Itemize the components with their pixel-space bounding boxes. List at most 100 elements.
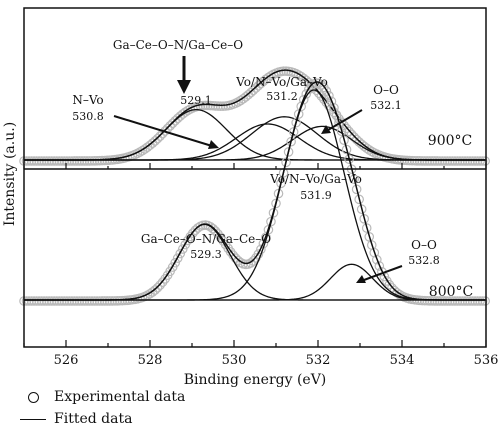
experimental-point xyxy=(26,156,37,166)
experimental-point xyxy=(56,296,67,306)
experimental-point xyxy=(99,296,110,306)
legend-line-icon xyxy=(20,418,46,420)
experimental-point xyxy=(470,156,480,166)
experimental-point xyxy=(69,296,80,306)
experimental-point xyxy=(460,296,470,306)
experimental-point xyxy=(84,156,95,166)
experimental-point xyxy=(457,156,468,166)
experimental-point xyxy=(172,253,183,263)
arrowhead-900-oo xyxy=(321,125,331,134)
experimental-point xyxy=(165,121,175,131)
experimental-point xyxy=(455,156,465,166)
experimental-point xyxy=(432,156,443,166)
experimental-point xyxy=(69,156,80,166)
experimental-point xyxy=(82,296,92,306)
experimental-point xyxy=(361,223,372,233)
experimental-point xyxy=(87,296,97,306)
annotation-900-nvo-label: N–Vo xyxy=(72,93,103,107)
experimental-point xyxy=(137,145,148,156)
arrow-900-oo xyxy=(327,109,363,131)
experimental-point xyxy=(349,174,359,185)
annotation-900-vo-label: Vo/N–Vo/Ga–Vo xyxy=(235,75,328,89)
experimental-point xyxy=(271,198,281,209)
annotation-800-oo-label: O–O xyxy=(411,238,437,252)
experimental-point xyxy=(462,296,473,306)
experimental-point xyxy=(39,156,49,166)
legend-item-fitted: Fitted data xyxy=(20,408,185,430)
experimental-point xyxy=(266,216,276,227)
experimental-point xyxy=(150,285,160,295)
experimental-point xyxy=(429,296,440,306)
experimental-point xyxy=(67,296,77,306)
experimental-point xyxy=(341,144,352,155)
experimental-point xyxy=(460,156,470,166)
experimental-point xyxy=(79,296,90,306)
experimental-point xyxy=(94,296,105,306)
experimental-point xyxy=(24,156,34,166)
x-tick-label: 532 xyxy=(306,353,331,368)
experimental-point xyxy=(44,156,54,166)
experimental-point xyxy=(359,214,369,224)
fit-peak-530.8 xyxy=(24,123,486,161)
experimental-point xyxy=(34,156,44,166)
experimental-point xyxy=(477,296,488,306)
experimental-point xyxy=(72,156,82,166)
experimental-point xyxy=(44,296,54,306)
experimental-point xyxy=(150,136,160,146)
annotation-900-oo-value: 532.1 xyxy=(370,99,402,112)
experimental-point xyxy=(440,156,450,166)
experimental-point xyxy=(472,296,483,306)
experimental-point xyxy=(447,296,458,306)
experimental-point xyxy=(49,296,60,306)
experimental-point xyxy=(104,296,115,306)
experimental-point xyxy=(427,156,438,166)
experimental-point xyxy=(114,295,125,306)
experimental-point xyxy=(276,178,286,189)
experimental-point xyxy=(351,184,362,195)
experimental-point xyxy=(56,156,67,166)
experimental-point xyxy=(31,156,42,166)
experimental-point xyxy=(36,296,47,306)
experimental-point xyxy=(301,89,312,99)
experimental-point xyxy=(109,296,120,306)
experimental-point xyxy=(233,97,243,107)
legend-item-experimental: Experimental data xyxy=(20,386,185,408)
experimental-point xyxy=(452,296,463,306)
experimental-point xyxy=(62,296,72,306)
panel-800°C xyxy=(19,78,490,306)
experimental-point xyxy=(475,156,485,166)
experimental-point xyxy=(180,107,191,117)
experimental-point xyxy=(155,280,165,290)
experimental-point xyxy=(152,282,163,293)
experimental-point xyxy=(208,223,218,234)
experimental-point xyxy=(470,296,480,306)
arrow-900-nvo xyxy=(113,115,213,147)
annotation-900-vo-value: 531.2 xyxy=(266,90,298,103)
experimental-point xyxy=(51,296,62,306)
experimental-point xyxy=(253,249,264,259)
experimental-point xyxy=(445,296,455,306)
x-tick-label: 528 xyxy=(138,353,163,368)
experimental-point xyxy=(283,147,294,157)
experimental-point xyxy=(46,156,57,166)
experimental-point xyxy=(77,296,87,306)
experimental-point xyxy=(36,156,47,166)
experimental-point xyxy=(29,296,39,306)
experimental-point xyxy=(248,256,259,266)
experimental-point xyxy=(21,156,32,166)
experimental-point xyxy=(213,101,223,111)
panel-label-800: 800°C xyxy=(429,284,473,300)
experimental-point xyxy=(467,296,478,306)
experimental-point xyxy=(371,254,382,265)
experimental-point xyxy=(59,296,70,306)
experimental-point xyxy=(112,296,123,306)
experimental-point xyxy=(427,296,438,306)
experimental-point xyxy=(29,156,39,166)
experimental-point xyxy=(268,208,279,218)
experimental-point xyxy=(321,86,332,96)
experimental-point xyxy=(361,143,372,154)
fit-envelope xyxy=(24,69,486,161)
experimental-point xyxy=(354,194,364,205)
experimental-point xyxy=(472,156,483,166)
